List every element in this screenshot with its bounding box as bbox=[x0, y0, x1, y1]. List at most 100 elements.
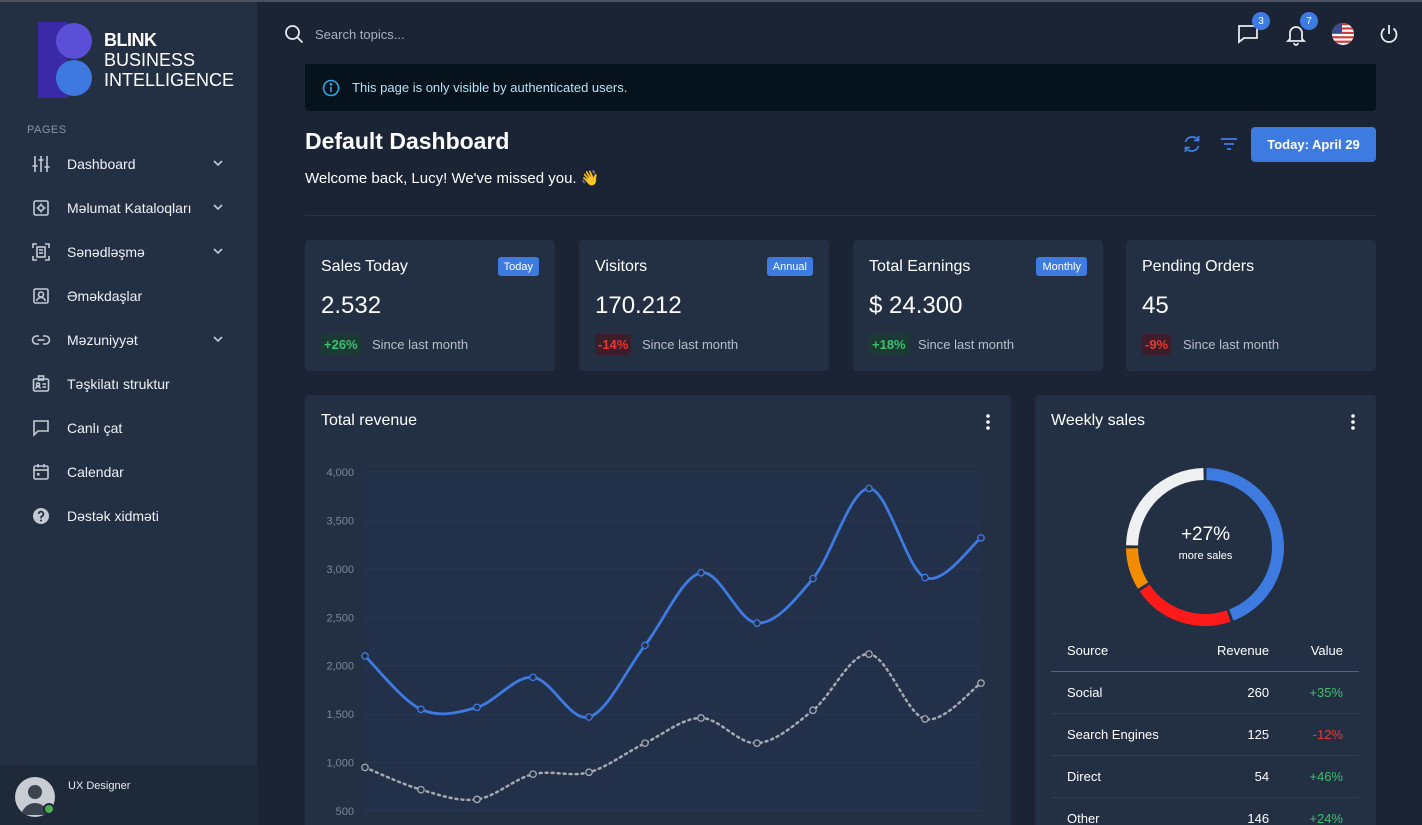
data-point bbox=[809, 706, 817, 715]
user-card-icon bbox=[30, 285, 52, 307]
date-button[interactable]: Today: April 29 bbox=[1251, 127, 1376, 162]
stat-title: Visitors bbox=[595, 258, 648, 275]
data-point bbox=[417, 705, 425, 714]
sidebar-item-dashboard[interactable]: Dashboard bbox=[0, 142, 257, 186]
table-header-row: Source Revenue Value bbox=[1051, 631, 1359, 672]
sidebar-item-calendar[interactable]: Calendar bbox=[0, 450, 257, 494]
brand-name: BLINK BUSINESS INTELLIGENCE bbox=[104, 30, 234, 90]
data-point bbox=[977, 534, 985, 542]
refresh-icon bbox=[1184, 136, 1200, 152]
sidebar-item-label: Dəstək xidməti bbox=[67, 508, 159, 524]
table-row: Other 146 +24% bbox=[1051, 797, 1359, 825]
id-badge-icon bbox=[30, 373, 52, 395]
stat-title: Sales Today bbox=[321, 258, 408, 275]
y-tick-label: 2,000 bbox=[326, 661, 354, 673]
data-point bbox=[921, 715, 929, 723]
card-title: Total revenue bbox=[321, 412, 418, 429]
welcome-message: Welcome back, Lucy! We've missed you. 👋 bbox=[305, 170, 600, 187]
data-point bbox=[697, 568, 705, 577]
messages-count-badge: 3 bbox=[1252, 12, 1270, 30]
logout-button[interactable] bbox=[1375, 20, 1403, 48]
table-row: Social 260 +35% bbox=[1051, 671, 1359, 714]
data-point bbox=[585, 713, 593, 721]
sidebar-item-documentation[interactable]: Sənədləşmə bbox=[0, 230, 257, 274]
stat-value: 45 bbox=[1142, 292, 1169, 319]
donut-segment bbox=[1126, 547, 1149, 589]
sidebar-item-live-chat[interactable]: Canlı çat bbox=[0, 406, 257, 450]
revenue-cell: 260 bbox=[1190, 671, 1286, 714]
calendar-icon bbox=[30, 461, 52, 483]
sidebar-item-label: Məzuniyyət bbox=[67, 332, 138, 348]
filter-icon bbox=[1221, 138, 1237, 150]
series-line bbox=[363, 652, 983, 802]
data-point bbox=[865, 484, 873, 493]
sidebar-item-data-catalogs[interactable]: Məlumat Kataloqları bbox=[0, 186, 257, 230]
stat-value: 2.532 bbox=[321, 292, 382, 319]
sales-source-table: Source Revenue Value Social 260 +35% Sea… bbox=[1051, 631, 1359, 825]
source-cell: Direct bbox=[1051, 755, 1191, 798]
data-point bbox=[473, 795, 481, 804]
chevron-down-icon bbox=[213, 204, 223, 211]
chevron-down-icon bbox=[213, 248, 223, 255]
chevron-down-icon bbox=[213, 160, 223, 167]
card-title: Weekly sales bbox=[1051, 412, 1145, 429]
sidebar-item-org-structure[interactable]: Təşkilatı struktur bbox=[0, 362, 257, 406]
data-point bbox=[977, 679, 985, 687]
brand-logo[interactable]: BLINK BUSINESS INTELLIGENCE bbox=[38, 22, 238, 102]
sidebar-nav: Dashboard Məlumat Kataloqları Sənədləşmə… bbox=[0, 142, 257, 538]
filter-button[interactable] bbox=[1218, 133, 1240, 160]
more-options-icon[interactable] bbox=[1350, 413, 1356, 431]
data-point bbox=[361, 652, 369, 660]
revenue-cell: 125 bbox=[1190, 713, 1286, 756]
window-top-border bbox=[0, 0, 1422, 2]
stat-title: Pending Orders bbox=[1142, 258, 1255, 275]
help-circle-icon bbox=[30, 505, 52, 527]
y-tick-label: 500 bbox=[336, 806, 354, 818]
info-icon bbox=[322, 79, 340, 96]
brand-line-1: BLINK bbox=[104, 30, 157, 50]
user-profile[interactable]: UX Designer bbox=[0, 765, 257, 825]
brand-line-3: INTELLIGENCE bbox=[104, 70, 235, 90]
messages-button[interactable]: 3 bbox=[1234, 12, 1270, 48]
weekly-sales-donut-chart bbox=[1126, 468, 1284, 626]
stat-badge: Monthly bbox=[1036, 257, 1087, 276]
table-row: Search Engines 125 -12% bbox=[1051, 713, 1359, 756]
data-point bbox=[529, 770, 537, 779]
settings-box-icon bbox=[30, 197, 52, 219]
donut-segment bbox=[1139, 584, 1231, 626]
language-selector[interactable] bbox=[1329, 20, 1357, 48]
stat-since-label: Since last month bbox=[918, 337, 1015, 352]
source-cell: Search Engines bbox=[1051, 713, 1191, 756]
value-cell: +46% bbox=[1285, 755, 1359, 798]
logo-icon bbox=[38, 22, 92, 98]
chevron-down-icon bbox=[213, 336, 223, 343]
sidebar-item-support[interactable]: Dəstək xidməti bbox=[0, 494, 257, 538]
data-point bbox=[641, 641, 649, 650]
more-options-icon[interactable] bbox=[985, 413, 991, 431]
sidebar-item-label: Canlı çat bbox=[67, 420, 123, 436]
sidebar-item-vacation[interactable]: Məzuniyyət bbox=[0, 318, 257, 362]
donut-segment bbox=[1206, 468, 1284, 621]
search-input[interactable] bbox=[315, 22, 615, 46]
column-header-value: Value bbox=[1285, 631, 1359, 672]
alert-message: This page is only visible by authenticat… bbox=[352, 80, 628, 95]
data-point bbox=[361, 763, 369, 772]
stat-change: -14% bbox=[595, 334, 632, 355]
data-point bbox=[529, 673, 537, 682]
document-scan-icon bbox=[30, 241, 52, 263]
stat-since-label: Since last month bbox=[1183, 337, 1280, 352]
data-point bbox=[585, 768, 593, 777]
power-icon bbox=[1380, 25, 1398, 43]
column-header-revenue: Revenue bbox=[1190, 631, 1286, 672]
revenue-line-chart: 4,000 3,500 3,000 2,500 2,000 1,500 1,000 500 bbox=[326, 467, 985, 818]
data-point bbox=[809, 574, 817, 583]
stat-card-total-earnings: Total Earnings Monthly $ 24.300 +18% Sin… bbox=[853, 240, 1103, 371]
brand-line-2: BUSINESS bbox=[104, 50, 196, 70]
notifications-button[interactable]: 7 bbox=[1282, 12, 1318, 48]
revenue-cell: 54 bbox=[1190, 755, 1286, 798]
stat-card-visitors: Visitors Annual 170.212 -14% Since last … bbox=[579, 240, 829, 371]
stat-change: +18% bbox=[869, 334, 909, 355]
refresh-button[interactable] bbox=[1181, 133, 1203, 160]
chat-icon bbox=[30, 417, 52, 439]
sidebar-item-employees[interactable]: Əməkdaşlar bbox=[0, 274, 257, 318]
